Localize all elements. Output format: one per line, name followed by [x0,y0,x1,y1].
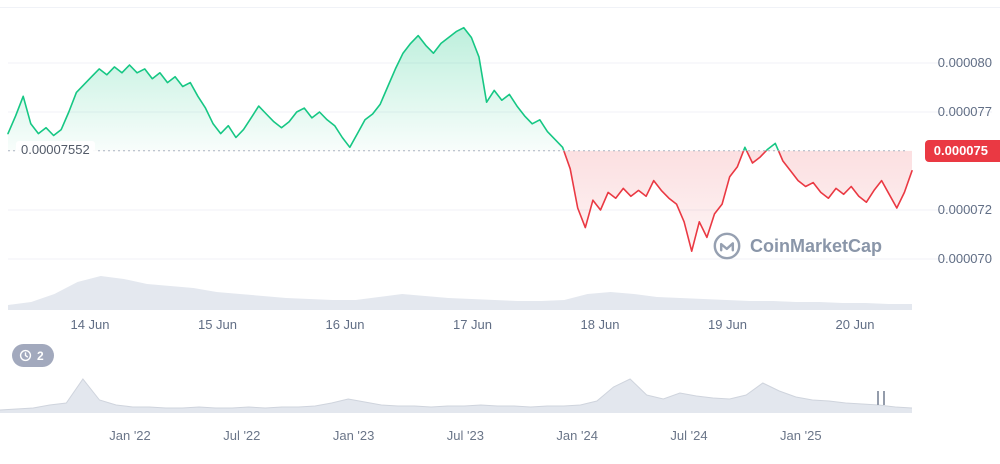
navigator-label: Jul '23 [446,428,484,443]
navigator-label: Jul '24 [670,428,708,443]
current-price-value: 0.000075 [933,142,988,158]
history-badge-button[interactable]: 2 [12,344,54,367]
navigator-label: Jan '25 [780,428,822,443]
x-axis-label: 19 Jun [707,317,748,332]
coinmarketcap-watermark: CoinMarketCap [712,231,882,261]
navigator-area[interactable] [0,379,912,413]
y-axis-label: 0.000070 [937,251,992,266]
x-axis-label: 14 Jun [70,317,110,332]
current-price-badge: 0.000075 [924,139,1000,162]
navigator-label: Jul '22 [223,428,261,443]
clock-icon [19,349,32,362]
y-axis-label: 0.000077 [937,104,992,119]
price-line-up [7,26,780,151]
navigator-label: Jan '24 [556,428,598,443]
x-axis-label: 15 Jun [197,317,238,332]
x-axis-label: 17 Jun [452,317,493,332]
watermark-text: CoinMarketCap [750,235,883,256]
navigator-resize-handle[interactable] [877,391,885,405]
y-axis-label: 0.000072 [937,202,992,217]
navigator-outline [0,378,913,411]
volume-area [8,276,912,310]
y-axis-label: 0.000080 [937,55,992,70]
navigator-label: Jan '23 [332,428,375,443]
navigator-label: Jan '22 [109,428,151,443]
price-line-down [562,150,913,252]
baseline-price-label: 0.00007552 [16,140,95,158]
price-area-fill-up [8,27,912,151]
x-axis-label: 16 Jun [325,317,365,332]
history-badge-count: 2 [37,348,44,363]
coinmarketcap-logo-icon [712,231,742,261]
x-axis-label: 18 Jun [580,317,620,332]
x-axis-label: 20 Jun [835,317,875,332]
price-area-fill-down [563,150,912,252]
